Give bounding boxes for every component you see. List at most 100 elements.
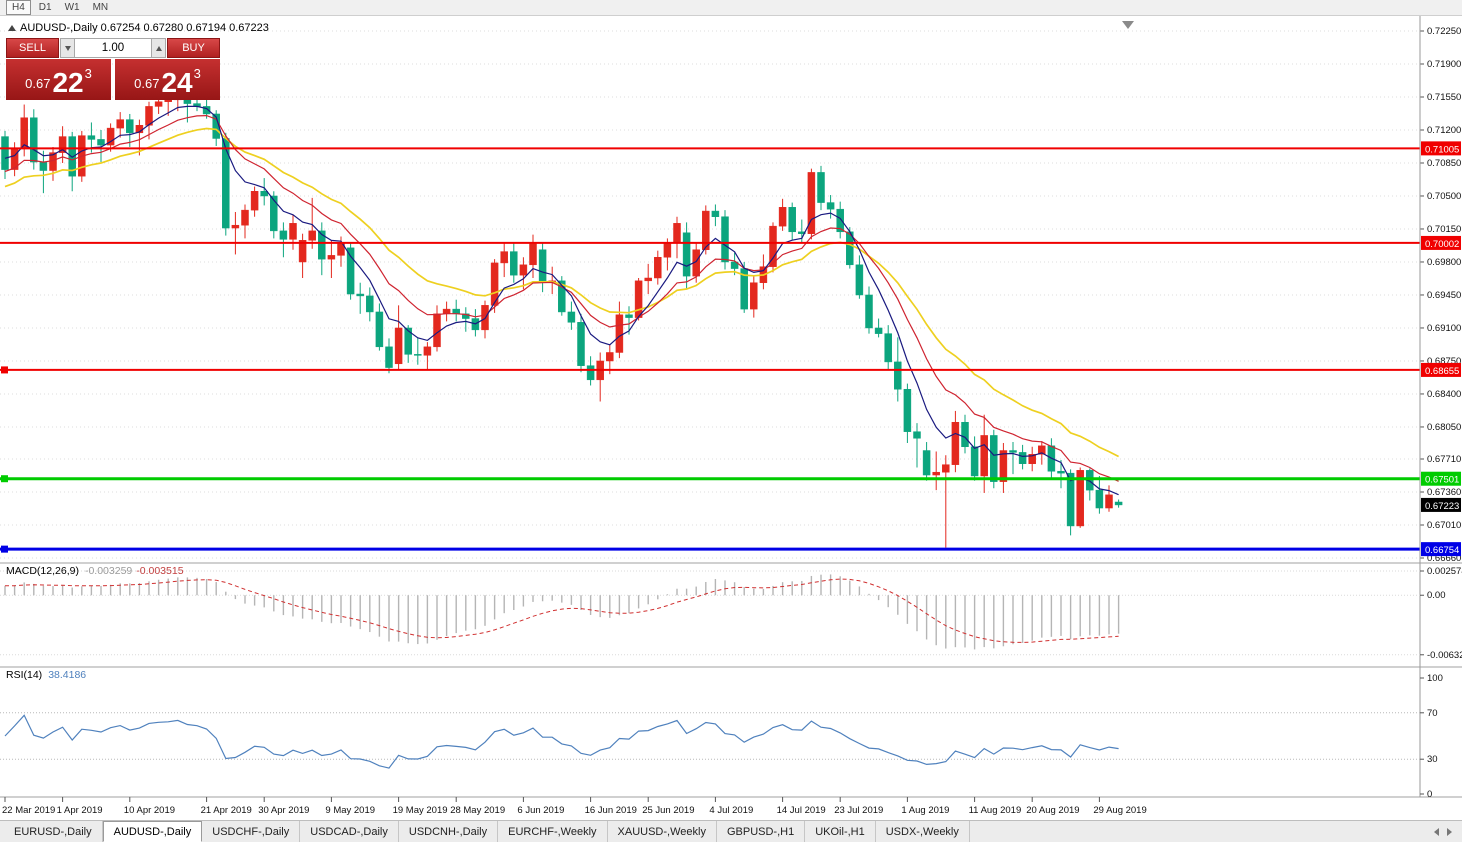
svg-text:0.00: 0.00: [1427, 590, 1446, 601]
svg-text:0.002574: 0.002574: [1427, 566, 1462, 577]
svg-text:0.69100: 0.69100: [1427, 323, 1461, 334]
svg-text:0.71900: 0.71900: [1427, 59, 1461, 70]
svg-text:0.69800: 0.69800: [1427, 257, 1461, 268]
svg-text:0.68050: 0.68050: [1427, 422, 1461, 433]
svg-text:0.68750: 0.68750: [1427, 356, 1461, 367]
svg-text:0.70150: 0.70150: [1427, 224, 1461, 235]
svg-text:0.72250: 0.72250: [1427, 26, 1461, 37]
macd-main-value: -0.003259: [84, 565, 133, 577]
volume-increase-button[interactable]: [151, 38, 166, 58]
chart-tab-eurusd-daily[interactable]: EURUSD-,Daily: [4, 821, 103, 842]
chart-symbol-icon: [8, 25, 16, 31]
svg-text:21 Apr 2019: 21 Apr 2019: [201, 805, 252, 816]
chart-tab-xauusd-weekly[interactable]: XAUUSD-,Weekly: [608, 821, 717, 842]
one-click-price-row: 0.67 22 3 0.67 24 3: [6, 59, 220, 100]
triangle-down-icon: [64, 45, 71, 51]
rsi-indicator-label: RSI(14) 38.4186: [6, 669, 86, 681]
sell-price-display[interactable]: 0.67 22 3: [6, 59, 111, 100]
volume-decrease-button[interactable]: [60, 38, 75, 58]
rsi-value: 38.4186: [48, 669, 87, 681]
timeframe-button-w1[interactable]: W1: [64, 2, 80, 13]
svg-text:0.67710: 0.67710: [1427, 454, 1461, 465]
svg-text:0.66754: 0.66754: [1425, 545, 1459, 556]
one-click-top-row: SELL 1.00 BUY: [6, 38, 220, 58]
chart-tab-ukoil-h1[interactable]: UKOil-,H1: [805, 821, 876, 842]
svg-text:20 Aug 2019: 20 Aug 2019: [1026, 805, 1079, 816]
svg-text:0.68655: 0.68655: [1425, 366, 1459, 377]
svg-text:10 Apr 2019: 10 Apr 2019: [124, 805, 175, 816]
timeframe-button-d1[interactable]: D1: [38, 2, 52, 13]
svg-text:0.67010: 0.67010: [1427, 520, 1461, 531]
chart-tab-usdcad-daily[interactable]: USDCAD-,Daily: [300, 821, 399, 842]
svg-text:23 Jul 2019: 23 Jul 2019: [834, 805, 883, 816]
svg-text:30 Apr 2019: 30 Apr 2019: [258, 805, 309, 816]
svg-text:25 Jun 2019: 25 Jun 2019: [642, 805, 694, 816]
svg-text:28 May 2019: 28 May 2019: [450, 805, 505, 816]
timeframe-button-h4[interactable]: H4: [6, 0, 31, 15]
chart-tab-eurchf-weekly[interactable]: EURCHF-,Weekly: [498, 821, 608, 842]
svg-text:0.71550: 0.71550: [1427, 92, 1461, 103]
svg-text:0.71005: 0.71005: [1425, 144, 1459, 155]
svg-text:30: 30: [1427, 754, 1438, 765]
tab-scroll-right-button[interactable]: [1447, 827, 1452, 836]
svg-text:22 Mar 2019: 22 Mar 2019: [2, 805, 55, 816]
svg-text:0.68400: 0.68400: [1427, 389, 1461, 400]
svg-text:19 May 2019: 19 May 2019: [393, 805, 448, 816]
buy-price-sup: 3: [193, 66, 201, 81]
svg-text:0.67223: 0.67223: [1425, 501, 1459, 512]
chart-tab-usdcnh-daily[interactable]: USDCNH-,Daily: [399, 821, 499, 842]
rsi-label-text: RSI(14): [6, 669, 43, 681]
price-chart-canvas[interactable]: 0.72250 0.71900 0.71550 0.71200 0.70850 0.705…: [0, 16, 1462, 820]
triangle-up-icon: [155, 45, 162, 51]
sell-price-prefix: 0.67: [25, 76, 51, 91]
svg-text:0.66660: 0.66660: [1427, 553, 1461, 564]
chevron-left-icon: [1434, 827, 1439, 836]
volume-input[interactable]: 1.00: [75, 38, 151, 58]
chart-tab-audusd-daily[interactable]: AUDUSD-,Daily: [102, 821, 203, 842]
buy-price-prefix: 0.67: [134, 76, 160, 91]
svg-text:-0.006326: -0.006326: [1427, 650, 1462, 661]
svg-text:0.69450: 0.69450: [1427, 290, 1461, 301]
tab-scroll-controls: [1434, 821, 1462, 842]
macd-label-text: MACD(12,26,9): [6, 565, 79, 577]
chart-tab-usdx-weekly[interactable]: USDX-,Weekly: [876, 821, 970, 842]
chevron-right-icon: [1447, 827, 1452, 836]
svg-text:9 May 2019: 9 May 2019: [325, 805, 375, 816]
buy-price-big: 24: [161, 67, 193, 99]
tab-scroll-left-button[interactable]: [1434, 827, 1439, 836]
svg-text:29 Aug 2019: 29 Aug 2019: [1093, 805, 1146, 816]
svg-text:100: 100: [1427, 673, 1443, 684]
sell-price-big: 22: [52, 67, 84, 99]
chart-tab-bar: EURUSD-,Daily AUDUSD-,Daily USDCHF-,Daily U…: [0, 820, 1462, 842]
macd-indicator-label: MACD(12,26,9) -0.003259 -0.003515: [6, 565, 184, 577]
chart-tab-usdchf-daily[interactable]: USDCHF-,Daily: [202, 821, 301, 842]
one-click-trading-panel: SELL 1.00 BUY 0.67 22 3 0.67 24 3: [6, 38, 220, 100]
svg-text:1 Aug 2019: 1 Aug 2019: [901, 805, 949, 816]
svg-text:14 Jul 2019: 14 Jul 2019: [777, 805, 826, 816]
sell-button[interactable]: SELL: [6, 38, 59, 58]
svg-text:4 Jul 2019: 4 Jul 2019: [709, 805, 753, 816]
svg-text:16 Jun 2019: 16 Jun 2019: [585, 805, 637, 816]
chart-title: AUDUSD-,Daily 0.67254 0.67280 0.67194 0.…: [8, 22, 269, 34]
volume-control: 1.00: [60, 38, 166, 58]
buy-price-display[interactable]: 0.67 24 3: [115, 59, 220, 100]
chart-tabs: EURUSD-,Daily AUDUSD-,Daily USDCHF-,Daily U…: [4, 821, 970, 842]
timeframe-toolbar: H4 D1 W1 MN: [0, 0, 1462, 16]
svg-text:0.71200: 0.71200: [1427, 125, 1461, 136]
svg-text:0.70500: 0.70500: [1427, 191, 1461, 202]
sell-price-sup: 3: [84, 66, 92, 81]
macd-signal-value: -0.003515: [136, 565, 184, 577]
svg-text:6 Jun 2019: 6 Jun 2019: [517, 805, 564, 816]
svg-text:0.70002: 0.70002: [1425, 239, 1459, 250]
timeframe-button-mn[interactable]: MN: [92, 2, 109, 13]
svg-text:70: 70: [1427, 708, 1438, 719]
svg-text:0.67360: 0.67360: [1427, 487, 1461, 498]
svg-text:11 Aug 2019: 11 Aug 2019: [969, 805, 1022, 816]
buy-button[interactable]: BUY: [167, 38, 220, 58]
svg-text:0: 0: [1427, 789, 1432, 800]
chart-ohlc-title: AUDUSD-,Daily 0.67254 0.67280 0.67194 0.…: [20, 22, 269, 34]
svg-text:0.67501: 0.67501: [1425, 475, 1459, 486]
chart-tab-gbpusd-h1[interactable]: GBPUSD-,H1: [717, 821, 806, 842]
svg-text:0.70850: 0.70850: [1427, 158, 1461, 169]
